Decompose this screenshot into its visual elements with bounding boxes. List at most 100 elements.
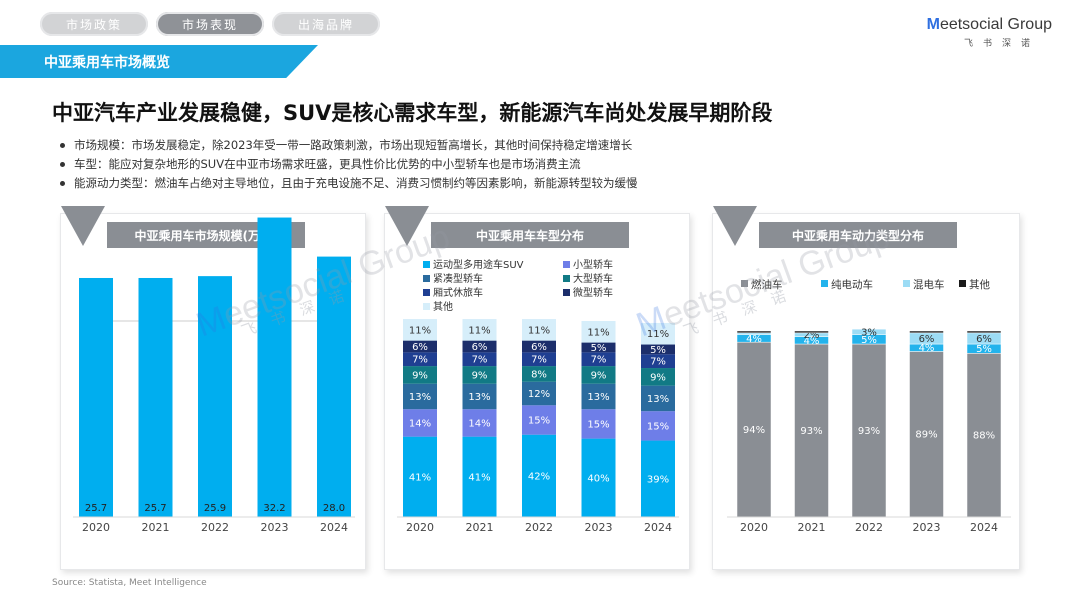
segment-value-label: 15% bbox=[587, 419, 609, 430]
segment-value-label: 11% bbox=[409, 325, 431, 336]
x-tick-label: 2022 bbox=[525, 521, 553, 534]
segment-value-label: 3% bbox=[861, 327, 877, 338]
segment-value-label: 15% bbox=[528, 415, 550, 426]
segment-value-label: 9% bbox=[412, 370, 428, 381]
x-tick-label: 2022 bbox=[855, 521, 883, 534]
legend-item: 紧凑型轿车 bbox=[423, 272, 483, 285]
x-tick-label: 2020 bbox=[82, 521, 110, 534]
segment-value-label: 9% bbox=[650, 372, 666, 383]
segment-2023-大型轿车 bbox=[581, 366, 616, 384]
legend-item: 运动型多用途车SUV bbox=[423, 258, 524, 271]
segment-value-label: 42% bbox=[528, 471, 550, 482]
x-tick-label: 2021 bbox=[466, 521, 494, 534]
bar-2022 bbox=[198, 276, 232, 517]
source-note: Source: Statista, Meet Intelligence bbox=[52, 578, 207, 588]
legend-swatch bbox=[563, 289, 570, 296]
segment-value-label: 2% bbox=[804, 330, 820, 341]
market-size-chart: CAGR2.2%25.7202025.7202125.9202232.22023… bbox=[73, 217, 355, 534]
bar-2020 bbox=[79, 277, 113, 517]
segment-2023-运动型多用途车SUV bbox=[581, 438, 616, 517]
segment-value-label: 41% bbox=[409, 472, 431, 483]
segment-2020-燃油车 bbox=[736, 341, 772, 518]
legend-swatch bbox=[741, 280, 748, 287]
segment-2020-其他 bbox=[736, 330, 772, 334]
legend-swatch bbox=[903, 280, 910, 287]
legend-label: 微型轿车 bbox=[573, 286, 613, 299]
brand-logo: Meetsocial Group 飞书深诺 bbox=[927, 16, 1052, 49]
segment-value-label: 41% bbox=[468, 472, 490, 483]
segment-value-label: 40% bbox=[587, 473, 609, 484]
segment-value-label: 12% bbox=[528, 389, 550, 400]
x-tick-label: 2021 bbox=[798, 521, 826, 534]
legend-label: 小型轿车 bbox=[573, 258, 613, 271]
bullet-power-type: 能源动力类型：燃油车占绝对主导地位，且由于充电设施不足、消费习惯制约等因素影响，… bbox=[60, 174, 638, 193]
tab-overseas-brands[interactable]: 出海品牌 bbox=[272, 12, 380, 36]
bar-2024 bbox=[317, 256, 351, 517]
segment-2024-其他 bbox=[966, 330, 1002, 334]
chart-title-vehicle-type: 中亚乘用车车型分布 bbox=[431, 222, 629, 248]
segment-2024-微型轿车 bbox=[641, 344, 675, 355]
segment-value-label: 11% bbox=[647, 329, 669, 340]
logo-mark: M bbox=[926, 16, 940, 33]
segment-2022-微型轿车 bbox=[522, 340, 556, 353]
segment-2024-其他 bbox=[641, 322, 675, 345]
legend-item: 大型轿车 bbox=[563, 272, 613, 285]
x-tick-label: 2024 bbox=[320, 521, 348, 534]
bar-value-label: 28.0 bbox=[323, 503, 345, 514]
legend-label: 其他 bbox=[433, 300, 453, 313]
segment-value-label: 93% bbox=[858, 426, 880, 437]
segment-value-label: 11% bbox=[528, 325, 550, 336]
bar-value-label: 25.9 bbox=[204, 503, 226, 514]
segment-2021-小型轿车 bbox=[462, 409, 497, 437]
segment-value-label: 6% bbox=[919, 334, 935, 345]
segment-value-label: 7% bbox=[531, 355, 547, 366]
segment-value-label: 7% bbox=[591, 355, 607, 366]
top-tabs: 市场政策 市场表现 出海品牌 bbox=[40, 12, 380, 36]
segment-value-label: 7% bbox=[650, 357, 666, 368]
segment-2021-其他 bbox=[794, 330, 829, 334]
legend-swatch bbox=[563, 275, 570, 282]
segment-2024-小型轿车 bbox=[641, 411, 675, 441]
segment-2023-小型轿车 bbox=[581, 409, 616, 439]
segment-value-label: 7% bbox=[472, 355, 488, 366]
bar-value-label: 25.7 bbox=[85, 503, 107, 514]
power-type-chart: 燃油车 纯电动车 混电车 其他94%4%202093%4%2%202193%5%3%2… bbox=[727, 278, 1011, 534]
bar-2021 bbox=[138, 277, 173, 517]
legend-item: 混电车 bbox=[903, 278, 945, 291]
segment-2020-厢式休旅车 bbox=[403, 352, 437, 367]
segment-2020-混电车 bbox=[736, 332, 772, 335]
x-tick-label: 2024 bbox=[644, 521, 672, 534]
segment-2021-其他 bbox=[462, 319, 497, 341]
segment-2020-微型轿车 bbox=[403, 340, 437, 353]
segment-value-label: 6% bbox=[412, 342, 428, 353]
segment-2022-燃油车 bbox=[851, 343, 887, 518]
segment-value-label: 5% bbox=[861, 335, 877, 346]
panel-corner-marker bbox=[61, 206, 105, 246]
tab-market-policy[interactable]: 市场政策 bbox=[40, 12, 148, 36]
segment-2023-其他 bbox=[909, 330, 944, 334]
legend-label: 纯电动车 bbox=[831, 278, 873, 291]
segment-value-label: 88% bbox=[973, 431, 995, 442]
legend-swatch bbox=[563, 261, 570, 268]
legend-swatch bbox=[423, 303, 430, 310]
legend-label: 厢式休旅车 bbox=[433, 286, 483, 299]
section-header: 中亚乘用车市场概览 bbox=[0, 45, 318, 78]
segment-2020-其他 bbox=[403, 319, 437, 341]
segment-value-label: 9% bbox=[472, 370, 488, 381]
segment-value-label: 15% bbox=[647, 421, 669, 432]
segment-value-label: 4% bbox=[919, 343, 935, 354]
x-tick-label: 2022 bbox=[201, 521, 229, 534]
segment-2022-混电车 bbox=[851, 328, 887, 335]
bar-2023 bbox=[257, 217, 292, 518]
segment-2020-紧凑型轿车 bbox=[403, 383, 437, 410]
tab-market-performance[interactable]: 市场表现 bbox=[156, 12, 264, 36]
x-tick-label: 2021 bbox=[142, 521, 170, 534]
panel-corner-marker bbox=[385, 206, 429, 246]
segment-2020-小型轿车 bbox=[403, 409, 437, 437]
segment-2021-紧凑型轿车 bbox=[462, 383, 497, 410]
segment-value-label: 5% bbox=[591, 343, 607, 354]
segment-2022-大型轿车 bbox=[522, 366, 556, 382]
segment-2022-厢式休旅车 bbox=[522, 352, 556, 367]
legend-label: 紧凑型轿车 bbox=[433, 272, 483, 285]
